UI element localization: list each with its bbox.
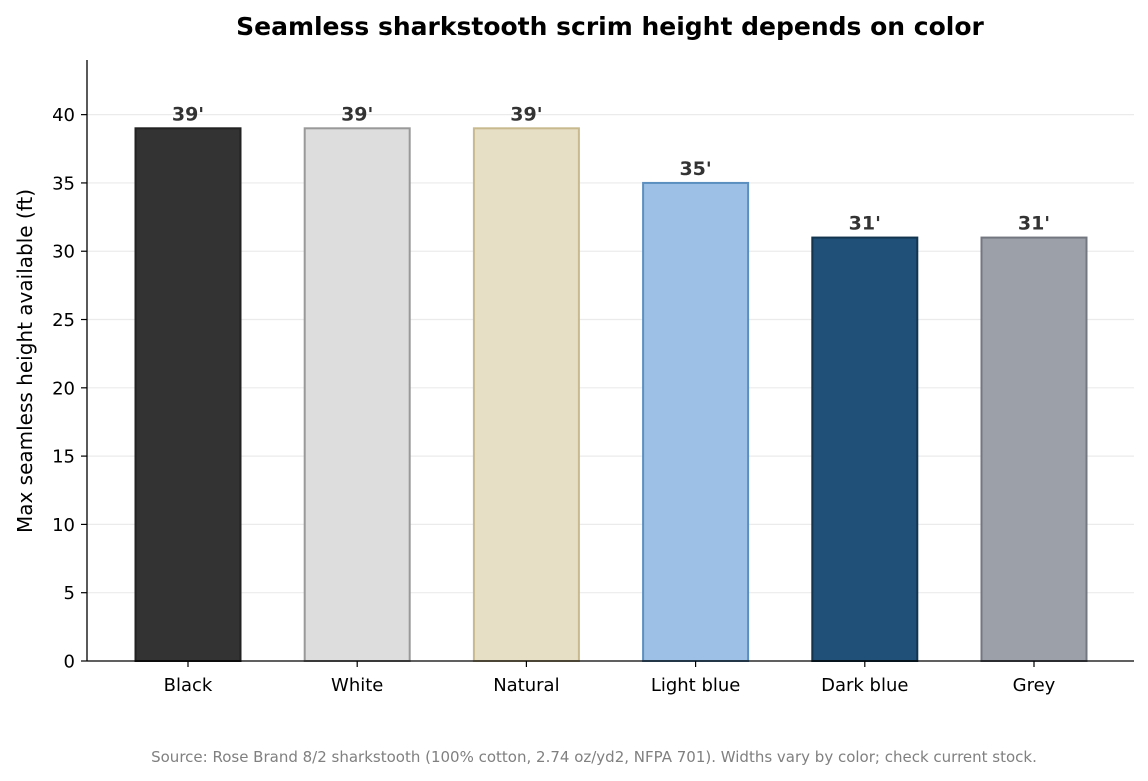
bar xyxy=(642,181,750,662)
bar xyxy=(472,127,580,662)
x-tick-label: Natural xyxy=(493,675,559,696)
bar xyxy=(303,127,411,662)
data-labels: 39' 39' 39' 35' 31' 31' xyxy=(172,103,1050,234)
x-tick-label: Black xyxy=(164,675,213,696)
x-tick-label: Dark blue xyxy=(821,675,908,696)
axes xyxy=(86,60,1134,662)
data-label: 39' xyxy=(510,103,542,125)
y-tick-label: 30 xyxy=(52,242,75,263)
chart-title: Seamless sharkstooth scrim height depend… xyxy=(236,12,984,41)
y-tick-label: 25 xyxy=(52,310,75,331)
bars xyxy=(134,127,1088,662)
source-note: Source: Rose Brand 8/2 sharkstooth (100%… xyxy=(151,748,1037,766)
y-tick-label: 20 xyxy=(52,378,75,399)
data-label: 31' xyxy=(849,213,881,235)
data-label: 39' xyxy=(172,103,204,125)
y-tick-label: 35 xyxy=(52,173,75,194)
y-tick-label: 0 xyxy=(64,652,75,673)
y-axis-label: Max seamless height available (ft) xyxy=(13,189,37,533)
bar xyxy=(980,236,1088,662)
x-tick-label: Grey xyxy=(1013,675,1056,696)
x-tick-label: Light blue xyxy=(651,675,741,696)
x-tick-label: White xyxy=(331,675,383,696)
data-label: 39' xyxy=(341,103,373,125)
y-tick-label: 10 xyxy=(52,515,75,536)
data-label: 35' xyxy=(679,158,711,180)
bar xyxy=(811,236,919,662)
y-ticks: 0 5 10 15 20 25 30 35 40 xyxy=(52,105,87,673)
x-ticks: Black White Natural Light blue Dark blue Grey xyxy=(164,661,1056,696)
y-tick-label: 5 xyxy=(64,583,75,604)
bar xyxy=(134,127,242,662)
y-tick-label: 15 xyxy=(52,447,75,468)
gridlines xyxy=(87,114,1134,594)
data-label: 31' xyxy=(1018,213,1050,235)
y-tick-label: 40 xyxy=(52,105,75,126)
